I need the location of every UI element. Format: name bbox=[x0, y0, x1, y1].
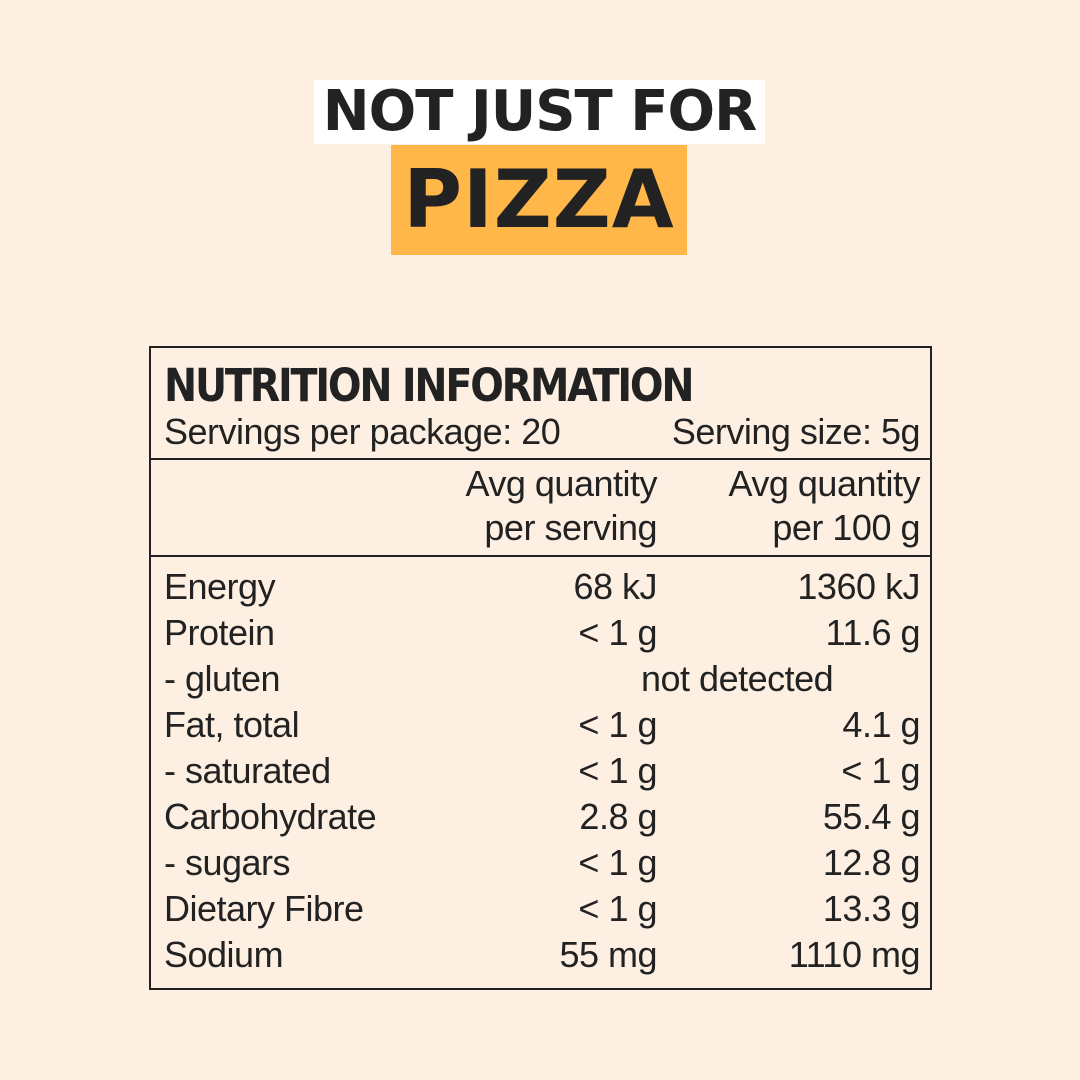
nutrient-per-serving: 55 mg bbox=[559, 934, 657, 975]
divider-header bbox=[151, 555, 930, 557]
nutrient-row-protein: Protein < 1 g 11.6 g bbox=[151, 610, 930, 656]
nutrient-per-100g: 13.3 g bbox=[822, 888, 921, 929]
nutrient-per-serving: < 1 g bbox=[578, 888, 657, 929]
nutrient-label: Protein bbox=[164, 612, 275, 653]
nutrient-per-serving: < 1 g bbox=[578, 842, 657, 883]
nutrition-panel: NUTRITION INFORMATION Servings per packa… bbox=[149, 346, 932, 990]
nutrient-label: Carbohydrate bbox=[164, 796, 377, 837]
nutrient-per-100g: 1360 kJ bbox=[797, 566, 920, 607]
headline-line-2-text: PIZZA bbox=[403, 153, 675, 246]
nutrient-label: Sodium bbox=[164, 934, 284, 975]
nutrient-row-carbohydrate: Carbohydrate 2.8 g 55.4 g bbox=[151, 794, 930, 840]
nutrient-per-100g: < 1 g bbox=[841, 750, 920, 791]
nutrient-per-100g: 1110 mg bbox=[788, 934, 921, 975]
headline-line-1-text: NOT JUST FOR bbox=[322, 79, 757, 144]
nutrient-label: Energy bbox=[164, 566, 276, 607]
nutrient-per-100g: 12.8 g bbox=[822, 842, 921, 883]
headline-line-2: PIZZA bbox=[391, 145, 687, 255]
nutrient-per-100g: 11.6 g bbox=[825, 612, 921, 653]
column-header-per-serving-line-2: per serving bbox=[484, 507, 657, 548]
nutrient-per-serving: 68 kJ bbox=[573, 566, 657, 607]
nutrient-row-gluten: - gluten not detected bbox=[151, 656, 930, 702]
column-header-per-100g-line-1: Avg quantity bbox=[728, 463, 921, 504]
nutrition-title: NUTRITION INFORMATION bbox=[164, 359, 695, 412]
nutrient-per-100g: 4.1 g bbox=[842, 704, 920, 745]
nutrient-row-dietary-fibre: Dietary Fibre < 1 g 13.3 g bbox=[151, 886, 930, 932]
nutrient-per-serving: < 1 g bbox=[578, 612, 657, 653]
nutrient-per-100g: 55.4 g bbox=[822, 796, 921, 837]
nutrient-per-serving: < 1 g bbox=[578, 750, 657, 791]
nutrient-label: Dietary Fibre bbox=[164, 888, 364, 929]
nutrient-label: - saturated bbox=[164, 750, 331, 791]
servings-row: Servings per package: 20 Serving size: 5… bbox=[164, 410, 921, 454]
nutrient-label: - gluten bbox=[164, 658, 281, 699]
nutrient-per-serving: 2.8 g bbox=[579, 796, 657, 837]
nutrition-rows: Energy 68 kJ 1360 kJ Protein < 1 g 11.6 … bbox=[151, 564, 930, 978]
nutrient-label: - sugars bbox=[164, 842, 291, 883]
nutrient-label: Fat, total bbox=[164, 704, 300, 745]
serving-size: Serving size: 5g bbox=[671, 411, 921, 452]
headline-line-1: NOT JUST FOR bbox=[314, 80, 765, 144]
divider-top bbox=[151, 458, 930, 460]
column-header-per-100g-line-2: per 100 g bbox=[772, 507, 920, 548]
nutrient-merged-value: not detected bbox=[641, 658, 834, 699]
nutrient-row-sugars: - sugars < 1 g 12.8 g bbox=[151, 840, 930, 886]
servings-per-package: Servings per package: 20 bbox=[164, 411, 561, 452]
nutrient-row-saturated: - saturated < 1 g < 1 g bbox=[151, 748, 930, 794]
nutrient-per-serving: < 1 g bbox=[578, 704, 657, 745]
column-header-per-serving: Avg quantity per serving bbox=[465, 462, 658, 550]
nutrient-row-fat-total: Fat, total < 1 g 4.1 g bbox=[151, 702, 930, 748]
nutrient-row-energy: Energy 68 kJ 1360 kJ bbox=[151, 564, 930, 610]
column-header-per-100g: Avg quantity per 100 g bbox=[728, 462, 921, 550]
column-header-per-serving-line-1: Avg quantity bbox=[465, 463, 658, 504]
nutrient-row-sodium: Sodium 55 mg 1110 mg bbox=[151, 932, 930, 978]
